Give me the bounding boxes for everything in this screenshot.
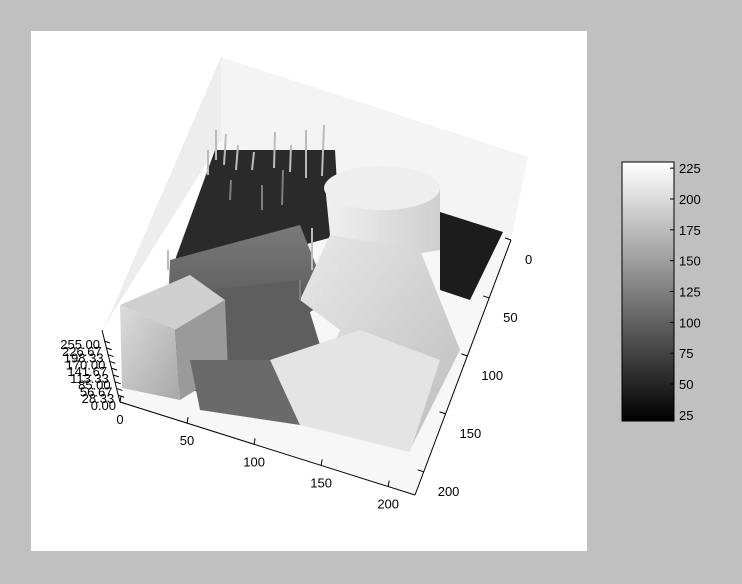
z-tick-mark (118, 394, 125, 398)
x-tick-mark (119, 395, 122, 403)
x-tick-label: 50 (180, 433, 194, 448)
z-tick-label: 141.67 (67, 364, 107, 379)
z-tick-label: 85.00 (78, 378, 111, 393)
z-tick-group: 0.0028.3356.6785.00113.33141.67170.00198… (60, 337, 127, 413)
x-tick-label: 200 (377, 497, 399, 512)
y-tick-group: 0 50 100 150 200 (417, 237, 532, 499)
z-tick-label: 198.33 (64, 351, 104, 366)
surface-left-block-top (120, 275, 225, 330)
x-tick-group: 0 50 100 150 200 (116, 395, 399, 512)
surface-left-block (120, 305, 180, 400)
surface-layer (120, 124, 503, 452)
y-tick-mark (504, 237, 512, 241)
surface-spikes-dark (229, 169, 301, 300)
z-tick-mark (119, 401, 127, 405)
z-tick-mark (107, 354, 114, 358)
z-tick-label: 28.33 (82, 391, 115, 406)
y-tick-mark (483, 295, 490, 299)
surface-dark-right (440, 212, 503, 300)
z-tick-mark (103, 340, 111, 344)
y-tick-mark (461, 353, 468, 357)
z-tick-label: 170.00 (66, 357, 106, 372)
colorbar-tick-label: 225 (679, 161, 701, 176)
z-tick-mark (105, 347, 112, 351)
surface-spikes (167, 124, 325, 270)
z-tick-label: 255.00 (60, 337, 100, 352)
y-tick-label: 200 (438, 484, 460, 499)
colorbar-tick-label: 50 (679, 377, 693, 392)
surface-disc-top (324, 166, 440, 210)
z-tick-mark (116, 387, 123, 391)
z-tick-label: 0.00 (91, 398, 116, 413)
z-tick-mark (114, 381, 121, 385)
y-tick-label: 0 (525, 252, 532, 267)
x-tick-label: 150 (310, 475, 332, 490)
y-axis-line (414, 239, 512, 496)
z-tick-label: 56.67 (80, 384, 113, 399)
colorbar-tick-label: 25 (679, 408, 693, 423)
y-tick-label: 50 (503, 310, 517, 325)
colorbar-tick-label: 100 (679, 315, 701, 330)
y-tick-mark (439, 411, 446, 415)
z-tick-label: 226.67 (62, 344, 102, 359)
colorbar-gradient (621, 161, 675, 422)
x-tick-mark (320, 459, 323, 466)
z-tick-mark (112, 374, 120, 378)
y-tick-mark (417, 469, 424, 473)
x-tick-mark (387, 480, 390, 487)
colorbar-tick-group: 25 50 75 100 125 150 175 200 225 (670, 161, 701, 423)
back-pane-left (221, 57, 528, 240)
x-tick-mark (253, 438, 256, 445)
z-tick-mark (110, 367, 118, 371)
y-tick-label: 150 (460, 426, 482, 441)
colorbar-tick-label: 125 (679, 285, 701, 300)
x-tick-mark (186, 417, 189, 424)
colorbar-tick-label: 200 (679, 192, 701, 207)
y-tick-label: 100 (481, 368, 503, 383)
colorbar-tick-label: 150 (679, 254, 701, 269)
surface-front-dark (190, 360, 300, 425)
surface-front-bright (270, 330, 440, 452)
x-tick-label: 0 (116, 412, 123, 427)
x-tick-label: 100 (243, 454, 265, 469)
z-tick-mark (109, 360, 116, 364)
colorbar-tick-label: 75 (679, 346, 693, 361)
x-axis-line (119, 401, 416, 496)
z-tick-label: 113.33 (70, 371, 109, 386)
z-axis-line (101, 329, 121, 403)
colorbar-tick-label: 175 (679, 223, 701, 238)
